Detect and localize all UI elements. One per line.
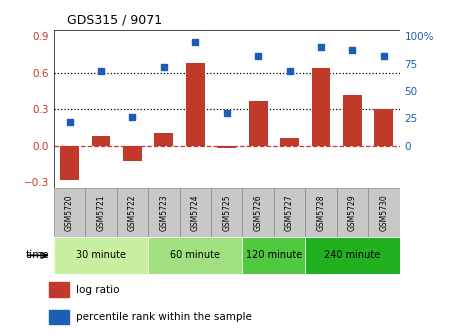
Bar: [54, 237, 148, 274]
Point: [380, 53, 387, 59]
Bar: [217, 145, 236, 148]
Bar: [48, 282, 69, 297]
Bar: [148, 188, 180, 237]
Bar: [343, 95, 362, 145]
Text: time: time: [26, 250, 49, 260]
Bar: [180, 188, 211, 237]
Bar: [274, 188, 305, 237]
Text: log ratio: log ratio: [76, 285, 119, 295]
Text: 240 minute: 240 minute: [324, 250, 381, 260]
Text: GDS315 / 9071: GDS315 / 9071: [67, 14, 163, 27]
Text: percentile rank within the sample: percentile rank within the sample: [76, 312, 252, 322]
Bar: [374, 109, 393, 145]
Bar: [305, 188, 337, 237]
Text: 60 minute: 60 minute: [170, 250, 220, 260]
Bar: [280, 138, 299, 145]
Bar: [148, 237, 242, 274]
Bar: [154, 133, 173, 145]
Bar: [312, 68, 330, 145]
Text: GSM5722: GSM5722: [128, 194, 137, 231]
Bar: [242, 188, 274, 237]
Text: 120 minute: 120 minute: [246, 250, 302, 260]
Bar: [368, 188, 400, 237]
Point: [97, 69, 105, 74]
Text: GSM5728: GSM5728: [317, 194, 326, 231]
Bar: [85, 188, 117, 237]
Point: [192, 39, 199, 44]
Point: [160, 64, 167, 70]
Text: GSM5725: GSM5725: [222, 194, 231, 231]
Point: [286, 69, 293, 74]
Bar: [117, 188, 148, 237]
Bar: [60, 145, 79, 180]
Text: GSM5724: GSM5724: [191, 194, 200, 231]
Bar: [92, 136, 110, 145]
Bar: [249, 101, 268, 145]
Text: GSM5723: GSM5723: [159, 194, 168, 231]
Text: GSM5726: GSM5726: [254, 194, 263, 231]
Text: GSM5721: GSM5721: [97, 194, 106, 231]
Text: GSM5720: GSM5720: [65, 194, 74, 231]
Text: GSM5729: GSM5729: [348, 194, 357, 231]
Bar: [186, 63, 205, 145]
Point: [349, 48, 356, 53]
Text: GSM5727: GSM5727: [285, 194, 294, 231]
Point: [255, 53, 262, 59]
Bar: [211, 188, 242, 237]
Bar: [54, 188, 85, 237]
Point: [66, 119, 73, 124]
Point: [223, 110, 230, 116]
Bar: [242, 237, 305, 274]
Point: [129, 115, 136, 120]
Bar: [337, 188, 368, 237]
Point: [317, 44, 325, 50]
Text: GSM5730: GSM5730: [379, 194, 388, 231]
Bar: [305, 237, 400, 274]
Bar: [123, 145, 142, 161]
Text: 30 minute: 30 minute: [76, 250, 126, 260]
Bar: [48, 310, 69, 324]
